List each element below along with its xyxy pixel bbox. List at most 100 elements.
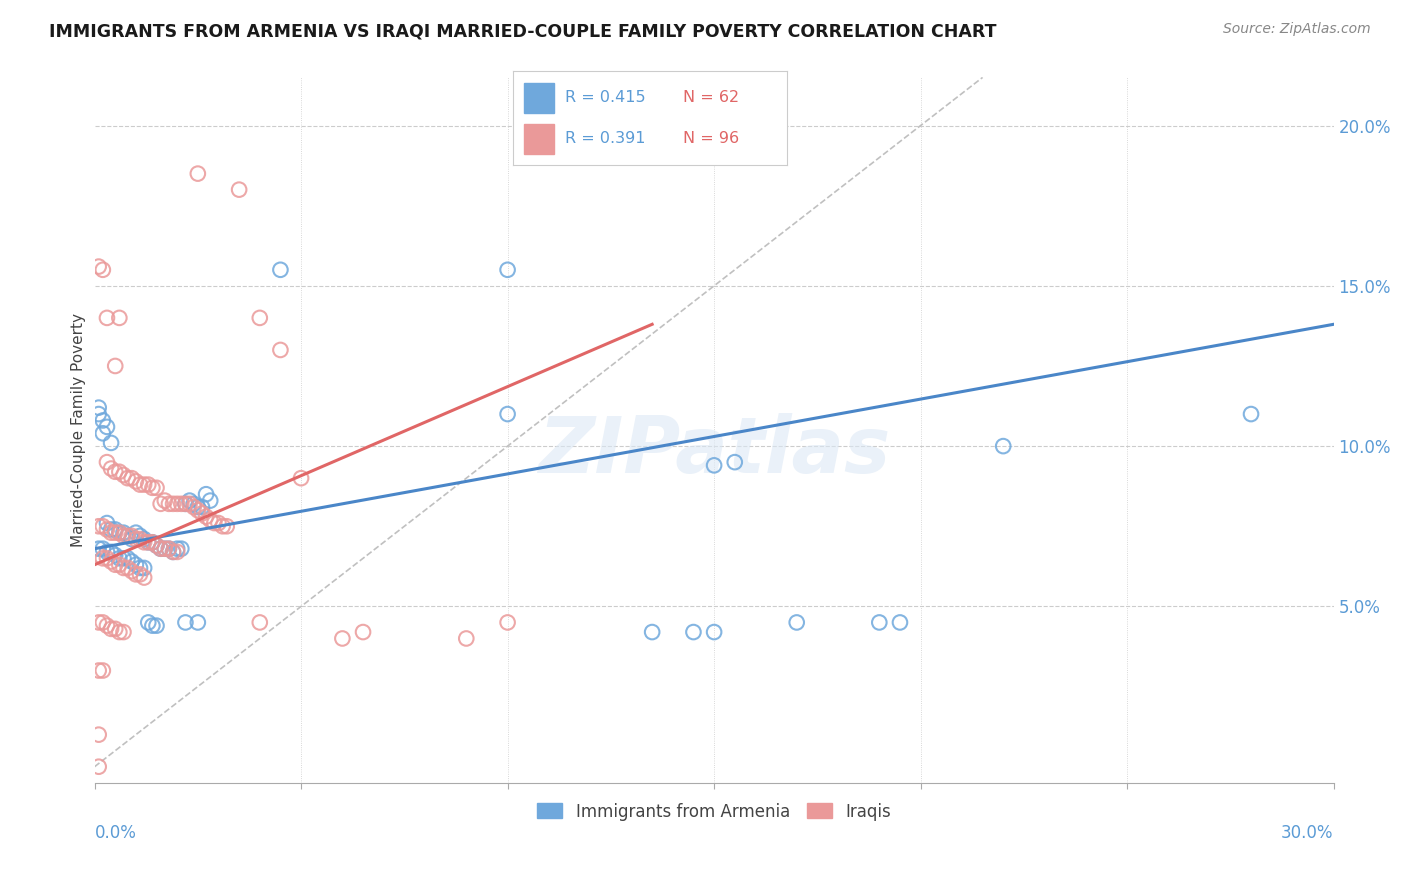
Point: [87, 260, 110, 274]
Point: [134, 570, 156, 584]
Point: [1240, 407, 1263, 421]
Point: [96, 516, 118, 530]
Point: [104, 359, 127, 373]
Point: [889, 615, 911, 630]
Legend: Immigrants from Armenia, Iraqis: Immigrants from Armenia, Iraqis: [531, 796, 897, 827]
Point: [187, 503, 209, 517]
Point: [153, 541, 176, 556]
Point: [269, 262, 291, 277]
Point: [141, 535, 163, 549]
Text: N = 96: N = 96: [683, 131, 740, 146]
Point: [121, 532, 143, 546]
Point: [187, 500, 209, 514]
Point: [108, 551, 131, 566]
Point: [191, 507, 214, 521]
Point: [157, 541, 180, 556]
Point: [125, 532, 148, 546]
Point: [703, 458, 725, 473]
Point: [129, 532, 152, 546]
Point: [112, 467, 135, 482]
Point: [108, 625, 131, 640]
Text: Source: ZipAtlas.com: Source: ZipAtlas.com: [1223, 22, 1371, 37]
Point: [100, 545, 122, 559]
Point: [100, 523, 122, 537]
Point: [170, 541, 193, 556]
Point: [157, 541, 180, 556]
Point: [179, 497, 201, 511]
Point: [96, 545, 118, 559]
Point: [195, 509, 218, 524]
Point: [183, 497, 205, 511]
Point: [91, 664, 114, 678]
Point: [174, 497, 197, 511]
Point: [129, 567, 152, 582]
Point: [166, 541, 188, 556]
Point: [145, 481, 167, 495]
Point: [87, 401, 110, 415]
Point: [162, 497, 184, 511]
Point: [200, 493, 222, 508]
Point: [129, 529, 152, 543]
Point: [249, 615, 271, 630]
Point: [87, 615, 110, 630]
Point: [91, 541, 114, 556]
Point: [125, 475, 148, 489]
Point: [149, 541, 172, 556]
Point: [96, 310, 118, 325]
Point: [129, 477, 152, 491]
Point: [104, 523, 127, 537]
Point: [868, 615, 890, 630]
Point: [100, 555, 122, 569]
Point: [91, 551, 114, 566]
Point: [153, 493, 176, 508]
Point: [108, 525, 131, 540]
Point: [641, 625, 664, 640]
Point: [87, 760, 110, 774]
Point: [134, 535, 156, 549]
Point: [134, 532, 156, 546]
Point: [145, 539, 167, 553]
Point: [174, 615, 197, 630]
Point: [112, 625, 135, 640]
Point: [134, 561, 156, 575]
Point: [228, 183, 250, 197]
Point: [117, 561, 139, 575]
Point: [121, 471, 143, 485]
Point: [100, 436, 122, 450]
Point: [290, 471, 312, 485]
Point: [211, 519, 233, 533]
Point: [993, 439, 1015, 453]
Point: [87, 541, 110, 556]
Text: IMMIGRANTS FROM ARMENIA VS IRAQI MARRIED-COUPLE FAMILY POVERTY CORRELATION CHART: IMMIGRANTS FROM ARMENIA VS IRAQI MARRIED…: [49, 22, 997, 40]
Point: [100, 525, 122, 540]
Point: [136, 535, 159, 549]
Point: [100, 461, 122, 475]
Point: [125, 558, 148, 572]
Point: [96, 523, 118, 537]
Point: [117, 529, 139, 543]
Point: [496, 407, 519, 421]
Point: [187, 615, 209, 630]
Point: [166, 497, 188, 511]
Text: ZIPatlas: ZIPatlas: [538, 413, 890, 489]
Point: [125, 525, 148, 540]
Point: [87, 407, 110, 421]
Point: [96, 455, 118, 469]
Point: [91, 262, 114, 277]
Point: [136, 535, 159, 549]
Point: [215, 519, 238, 533]
Point: [207, 516, 229, 530]
Point: [87, 728, 110, 742]
Point: [166, 545, 188, 559]
Point: [112, 525, 135, 540]
Point: [117, 529, 139, 543]
Point: [162, 545, 184, 559]
Point: [121, 555, 143, 569]
Point: [112, 551, 135, 566]
Point: [179, 493, 201, 508]
Point: [174, 497, 197, 511]
Point: [96, 618, 118, 632]
Text: R = 0.415: R = 0.415: [565, 90, 645, 105]
Point: [352, 625, 374, 640]
Point: [96, 551, 118, 566]
